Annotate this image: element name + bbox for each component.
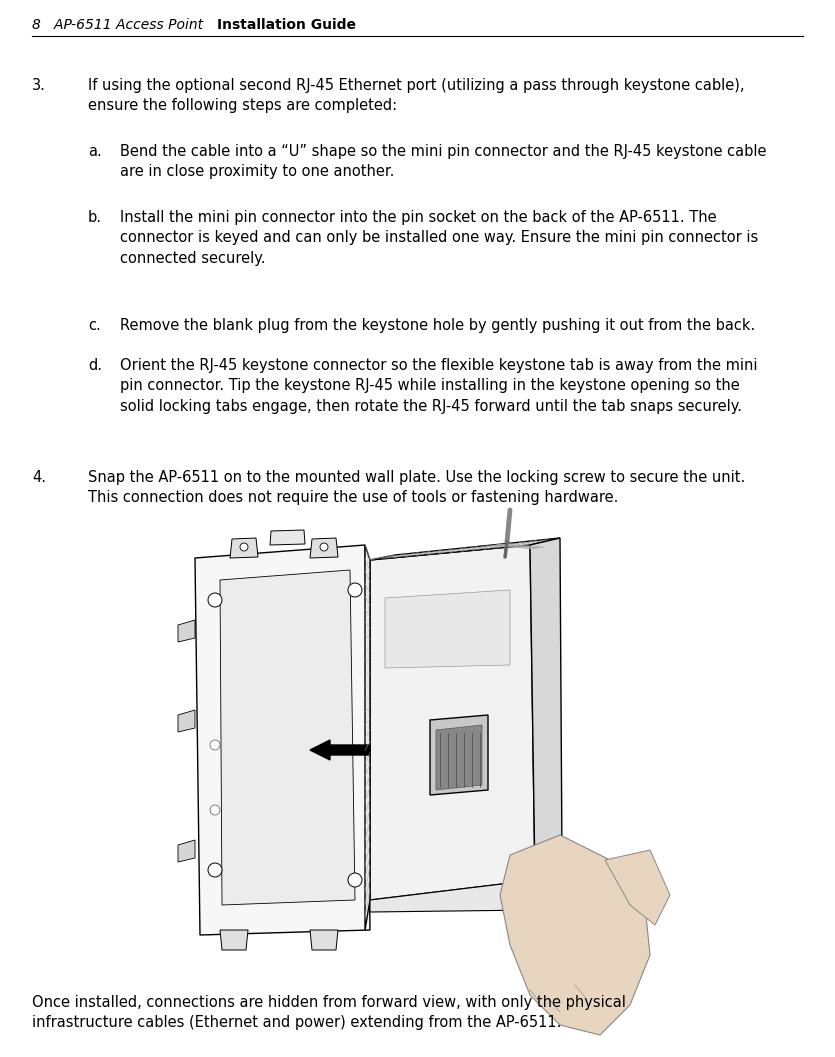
Text: Bend the cable into a “U” shape so the mini pin connector and the RJ-45 keystone: Bend the cable into a “U” shape so the m… bbox=[120, 144, 767, 180]
Circle shape bbox=[210, 740, 220, 750]
Text: Install the mini pin connector into the pin socket on the back of the AP-6511. T: Install the mini pin connector into the … bbox=[120, 210, 758, 265]
FancyArrow shape bbox=[310, 740, 370, 760]
Circle shape bbox=[348, 583, 362, 597]
Text: d.: d. bbox=[88, 358, 102, 373]
Polygon shape bbox=[605, 850, 670, 925]
Text: Remove the blank plug from the keystone hole by gently pushing it out from the b: Remove the blank plug from the keystone … bbox=[120, 318, 755, 333]
Polygon shape bbox=[436, 725, 482, 790]
Text: c.: c. bbox=[88, 318, 101, 333]
Polygon shape bbox=[195, 545, 370, 935]
Text: a.: a. bbox=[88, 144, 102, 159]
Circle shape bbox=[320, 543, 328, 551]
Polygon shape bbox=[178, 840, 195, 863]
Circle shape bbox=[348, 873, 362, 887]
Circle shape bbox=[208, 593, 222, 607]
Polygon shape bbox=[310, 930, 338, 950]
Circle shape bbox=[210, 805, 220, 815]
Circle shape bbox=[240, 543, 248, 551]
Text: If using the optional second RJ-45 Ethernet port (utilizing a pass through keyst: If using the optional second RJ-45 Ether… bbox=[88, 78, 745, 113]
Polygon shape bbox=[370, 538, 560, 560]
Polygon shape bbox=[178, 620, 195, 642]
Text: 4.: 4. bbox=[32, 470, 46, 485]
Text: Installation Guide: Installation Guide bbox=[217, 18, 356, 32]
Text: 8   AP-6511 Access Point: 8 AP-6511 Access Point bbox=[32, 18, 208, 32]
Polygon shape bbox=[230, 538, 258, 558]
Text: Once installed, connections are hidden from forward view, with only the physical: Once installed, connections are hidden f… bbox=[32, 995, 626, 1031]
Polygon shape bbox=[430, 715, 488, 795]
Polygon shape bbox=[370, 880, 535, 912]
Polygon shape bbox=[365, 545, 370, 930]
Polygon shape bbox=[500, 835, 650, 1035]
Polygon shape bbox=[178, 710, 195, 733]
Polygon shape bbox=[220, 930, 248, 950]
Polygon shape bbox=[385, 590, 510, 668]
Polygon shape bbox=[310, 538, 338, 558]
Text: b.: b. bbox=[88, 210, 102, 225]
Text: Orient the RJ-45 keystone connector so the flexible keystone tab is away from th: Orient the RJ-45 keystone connector so t… bbox=[120, 358, 757, 413]
Polygon shape bbox=[530, 538, 562, 880]
Polygon shape bbox=[270, 530, 305, 545]
Polygon shape bbox=[370, 545, 535, 900]
Polygon shape bbox=[220, 570, 355, 905]
Circle shape bbox=[208, 863, 222, 877]
Text: 3.: 3. bbox=[32, 78, 46, 93]
Text: Snap the AP-6511 on to the mounted wall plate. Use the locking screw to secure t: Snap the AP-6511 on to the mounted wall … bbox=[88, 470, 746, 505]
